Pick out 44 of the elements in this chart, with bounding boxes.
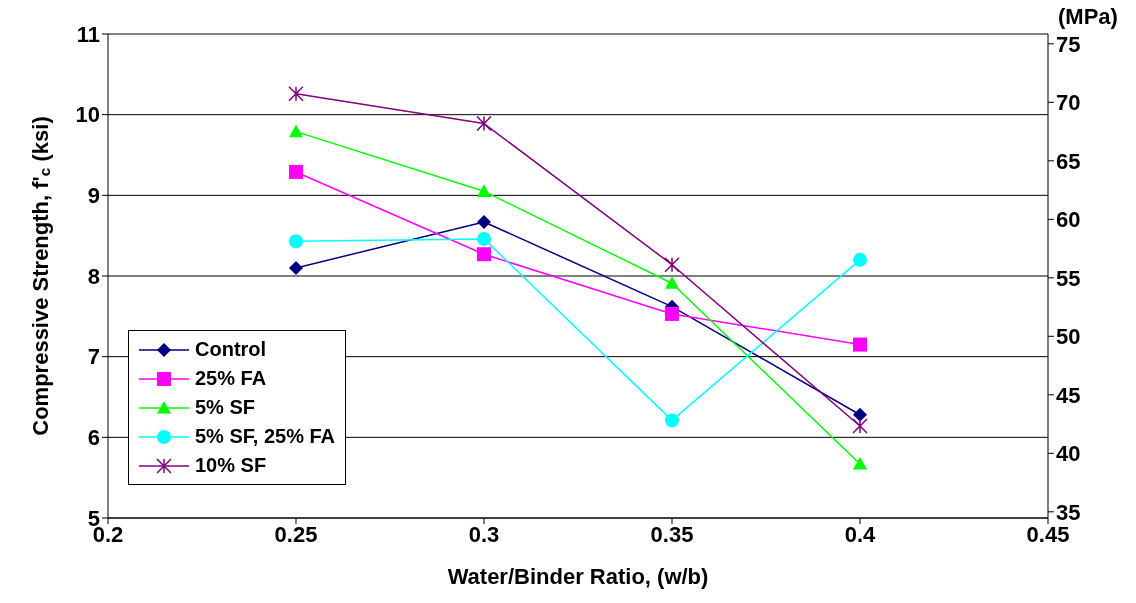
y-tick-label: 7	[87, 344, 100, 370]
point	[477, 214, 491, 229]
y2-tick-label: 65	[1056, 148, 1081, 174]
legend-label: 5% SF	[195, 396, 256, 419]
y2-tick-label: 60	[1056, 207, 1081, 233]
legend-label: Control	[195, 338, 267, 361]
y-tick-label: 11	[76, 21, 100, 47]
point	[665, 413, 679, 428]
point	[664, 256, 680, 273]
legend-label: 25% FA	[195, 367, 267, 390]
point	[476, 115, 492, 132]
y2-tick-label: 70	[1056, 90, 1081, 116]
y2-tick-label: 75	[1056, 31, 1081, 57]
point	[853, 456, 867, 470]
x-tick-label: 0.4	[844, 521, 877, 547]
point	[477, 231, 491, 246]
point	[853, 407, 867, 422]
y-tick-label: 10	[75, 102, 100, 128]
point	[853, 337, 867, 352]
point	[665, 306, 679, 321]
x-tick-label: 0.35	[650, 521, 694, 547]
y-tick-label: 8	[87, 263, 100, 289]
point	[289, 164, 303, 179]
y2-tick-label: 40	[1056, 441, 1081, 467]
point	[665, 276, 679, 289]
x-tick-label: 0.3	[468, 521, 500, 547]
legend-label: 10% SF	[195, 454, 267, 477]
y-tick-label: 9	[87, 183, 100, 209]
point	[288, 85, 304, 102]
y2-tick-label: 55	[1056, 265, 1081, 291]
point	[289, 124, 303, 138]
legend-label: 5% SF, 25% FA	[195, 425, 336, 448]
x-axis-title: Water/Binder Ratio, (w/b)	[447, 564, 709, 589]
point	[853, 252, 867, 267]
x-tick-label: 0.25	[274, 521, 318, 547]
point	[289, 260, 303, 275]
point	[477, 184, 491, 197]
y-tick-label: 6	[87, 425, 100, 451]
point	[852, 418, 868, 434]
point	[477, 247, 491, 262]
point	[289, 234, 303, 249]
y2-tick-label: 50	[1056, 324, 1081, 350]
y2-tick-label: 45	[1056, 382, 1081, 408]
y2-axis-title: (MPa)	[1058, 4, 1118, 29]
